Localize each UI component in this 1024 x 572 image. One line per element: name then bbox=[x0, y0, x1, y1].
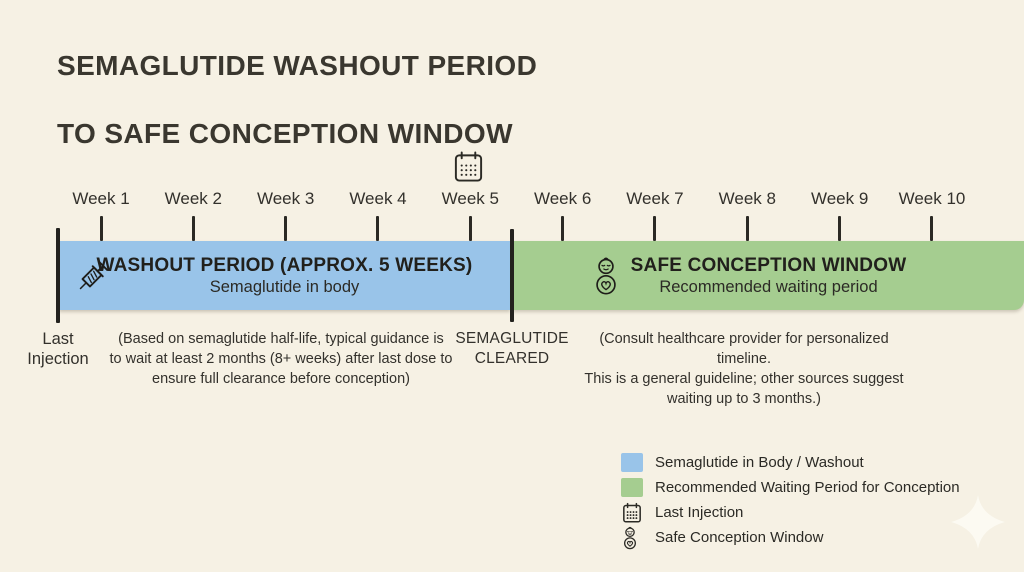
week-tick-5 bbox=[468, 216, 472, 241]
semaglutide-cleared-marker-line bbox=[510, 229, 514, 322]
week-label-4: Week 4 bbox=[349, 189, 407, 208]
conception-note: (Consult healthcare provider for persona… bbox=[584, 331, 904, 407]
week-label-9: Week 9 bbox=[810, 189, 869, 208]
calendar-icon bbox=[621, 502, 644, 524]
conception-bar-title: SAFE CONCEPTION WINDOW bbox=[630, 254, 907, 276]
legend-item: Semaglutide in Body / Washout bbox=[621, 450, 960, 475]
week-label-3: Week 3 bbox=[256, 189, 315, 208]
legend-item: Last Injection bbox=[621, 500, 960, 525]
conception-bar-text: SAFE CONCEPTION WINDOW Recommended waiti… bbox=[631, 255, 907, 297]
week-tick-6 bbox=[561, 216, 565, 241]
legend: Semaglutide in Body / Washout Recommended… bbox=[621, 450, 960, 550]
week-label-1: Week 1 bbox=[72, 189, 130, 208]
washout-color-swatch bbox=[621, 453, 644, 472]
washout-bar-text: WASHOUT PERIOD (APPROX. 5 WEEKS) Semaglu… bbox=[97, 255, 473, 297]
baby-icon bbox=[621, 526, 644, 550]
washout-note: (Based on semaglutide half-life, typical… bbox=[109, 331, 453, 387]
syringe-icon bbox=[72, 254, 114, 298]
legend-label: Recommended Waiting Period for Conceptio… bbox=[655, 479, 960, 496]
legend-item: Recommended Waiting Period for Conceptio… bbox=[621, 475, 960, 500]
week-tick-8 bbox=[745, 216, 749, 241]
week-label-2: Week 2 bbox=[164, 189, 222, 208]
legend-label: Safe Conception Window bbox=[655, 529, 824, 546]
last-injection-marker-line bbox=[56, 228, 60, 323]
legend-label: Last Injection bbox=[655, 504, 744, 521]
week-tick-2 bbox=[191, 216, 195, 241]
safe-conception-bar: SAFE CONCEPTION WINDOW Recommended waiti… bbox=[513, 241, 1024, 310]
washout-period-bar: WASHOUT PERIOD (APPROX. 5 WEEKS) Semaglu… bbox=[59, 241, 510, 310]
title-line-1: SEMAGLUTIDE WASHOUT PERIOD bbox=[57, 50, 538, 81]
washout-bar-title: WASHOUT PERIOD (APPROX. 5 WEEKS) bbox=[96, 254, 473, 276]
semaglutide-cleared-label: SEMAGLUTIDE CLEARED bbox=[455, 330, 569, 367]
week-label-10: Week 10 bbox=[898, 189, 966, 208]
baby-icon bbox=[591, 254, 621, 298]
week-label-8: Week 8 bbox=[718, 189, 776, 208]
conception-bar-subtitle: Recommended waiting period bbox=[659, 277, 878, 296]
last-injection-label: Last Injection bbox=[27, 330, 89, 368]
week-label-7: Week 7 bbox=[626, 189, 684, 208]
title-line-2: TO SAFE CONCEPTION WINDOW bbox=[57, 118, 513, 149]
week-label-6: Week 6 bbox=[533, 189, 592, 208]
conception-color-swatch bbox=[621, 478, 644, 497]
week-label-5: Week 5 bbox=[441, 189, 499, 208]
page-title: SEMAGLUTIDE WASHOUT PERIOD TO SAFE CONCE… bbox=[57, 49, 537, 151]
legend-label: Semaglutide in Body / Washout bbox=[655, 454, 864, 471]
week-tick-7 bbox=[653, 216, 657, 241]
washout-bar-subtitle: Semaglutide in body bbox=[209, 277, 360, 296]
calendar-icon bbox=[452, 150, 485, 184]
legend-item: Safe Conception Window bbox=[621, 525, 960, 550]
sparkle-icon bbox=[950, 494, 1006, 550]
week-tick-1 bbox=[99, 216, 103, 241]
week-tick-4 bbox=[376, 216, 380, 241]
week-tick-3 bbox=[284, 216, 288, 241]
week-tick-10 bbox=[930, 216, 934, 241]
week-tick-9 bbox=[838, 216, 842, 241]
